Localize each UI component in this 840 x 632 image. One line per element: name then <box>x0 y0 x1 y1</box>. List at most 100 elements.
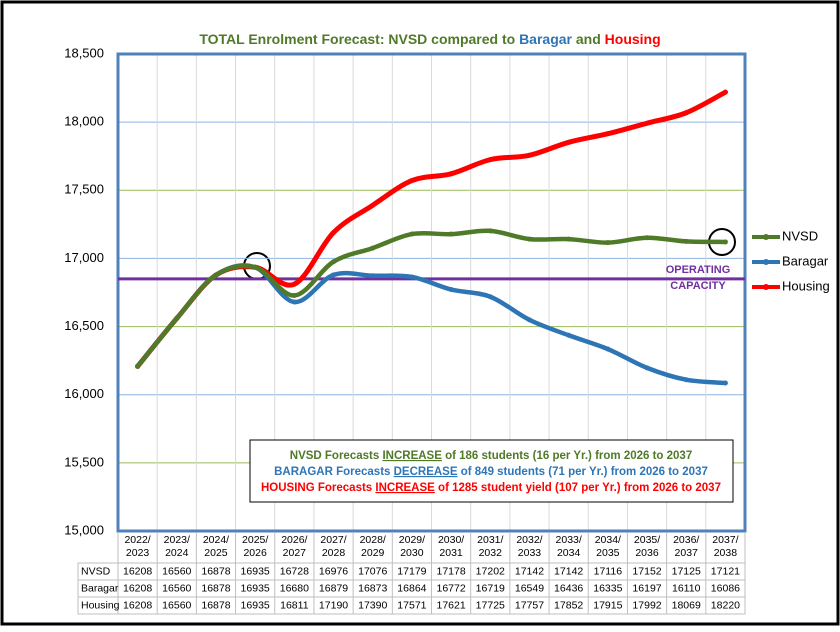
table-cell: 16873 <box>358 582 387 594</box>
x-tick-label: 2035/2036 <box>634 534 660 559</box>
data-point <box>213 272 219 278</box>
data-point <box>448 231 454 237</box>
table-cell: 17125 <box>672 565 701 577</box>
table-row-label: Baragar <box>81 582 119 594</box>
table-cell: 16436 <box>554 582 583 594</box>
y-tick-label: 15,500 <box>64 454 104 469</box>
table-cell: 17915 <box>593 599 622 611</box>
data-point <box>566 139 572 145</box>
plot-border <box>116 52 747 533</box>
note-part: INCREASE <box>375 482 435 494</box>
x-tick-line: 2025 <box>204 547 228 559</box>
x-tick-line: 2037 <box>675 547 699 559</box>
note-part: of 186 students (16 per Yr.) from 2026 t… <box>442 450 692 462</box>
x-tick-line: 2023 <box>126 547 150 559</box>
series-line <box>135 228 728 369</box>
table-cell: 16560 <box>162 565 191 577</box>
table-cell: 17202 <box>476 565 505 577</box>
chart-title: TOTAL Enrolment Forecast: NVSD compared … <box>199 31 660 47</box>
note-line: BARAGAR Forecasts DECREASE of 849 studen… <box>274 466 708 478</box>
legend-marker <box>763 284 769 290</box>
x-tick-line: 2022/ <box>124 534 150 546</box>
data-point <box>448 171 454 177</box>
data-point <box>526 236 532 242</box>
x-tick-label: 2024/2025 <box>203 534 229 559</box>
x-tick-line: 2035 <box>596 547 620 559</box>
x-tick-label: 2032/2033 <box>516 534 542 559</box>
table-cell: 17121 <box>711 565 740 577</box>
data-point <box>252 264 258 270</box>
data-point <box>683 377 689 383</box>
data-point <box>487 228 493 234</box>
legend-marker <box>763 234 769 240</box>
x-tick-line: 2031 <box>439 547 463 559</box>
data-point <box>487 157 493 163</box>
data-point <box>722 239 728 245</box>
data-point <box>135 363 141 369</box>
data-point <box>370 245 376 251</box>
table-cell: 17571 <box>397 599 426 611</box>
note-part: of 849 students (71 per Yr.) from 2026 t… <box>458 466 708 478</box>
table-cell: 18220 <box>711 599 740 611</box>
x-tick-label: 2033/2034 <box>556 534 582 559</box>
x-tick-line: 2038 <box>714 547 738 559</box>
table-cell: 16935 <box>241 582 270 594</box>
table-cell: 16878 <box>201 565 230 577</box>
x-tick-label: 2031/2032 <box>477 534 503 559</box>
table-cell: 16772 <box>436 582 465 594</box>
table-cell: 17142 <box>554 565 583 577</box>
x-tick-line: 2032/ <box>516 534 542 546</box>
x-tick-line: 2026 <box>243 547 267 559</box>
table-cell: 16811 <box>280 599 309 611</box>
table-cell: 16335 <box>593 582 622 594</box>
legend-label: Baragar <box>782 253 829 268</box>
x-tick-line: 2028 <box>322 547 346 559</box>
data-point <box>409 231 415 237</box>
table-cell: 16864 <box>397 582 426 594</box>
x-tick-line: 2026/ <box>281 534 307 546</box>
table-row-label: NVSD <box>81 565 111 577</box>
table-cell: 16208 <box>123 582 152 594</box>
x-tick-label: 2025/2026 <box>242 534 268 559</box>
x-tick-line: 2029 <box>361 547 385 559</box>
note-part: NVSD Forecasts <box>290 450 383 462</box>
note-part: INCREASE <box>382 450 442 462</box>
table-cell: 17992 <box>632 599 661 611</box>
table-cell: 16086 <box>711 582 740 594</box>
table-cell: 16935 <box>241 599 270 611</box>
x-tick-line: 2027 <box>283 547 307 559</box>
x-tick-line: 2036/ <box>673 534 699 546</box>
data-point <box>683 238 689 244</box>
x-tick-line: 2031/ <box>477 534 503 546</box>
data-point <box>370 202 376 208</box>
notes-box <box>249 439 734 503</box>
table-cell: 16680 <box>280 582 309 594</box>
legend-marker <box>763 259 769 265</box>
y-tick-label: 17,500 <box>64 182 104 197</box>
data-point <box>409 274 415 280</box>
table-cell: 17852 <box>554 599 583 611</box>
x-tick-line: 2034/ <box>595 534 621 546</box>
x-tick-line: 2028/ <box>360 534 386 546</box>
capacity-label: OPERATING <box>666 264 731 276</box>
x-tick-line: 2036 <box>635 547 659 559</box>
table-cell: 16878 <box>201 599 230 611</box>
data-point <box>370 273 376 279</box>
x-tick-line: 2029/ <box>399 534 425 546</box>
table-cell: 17142 <box>515 565 544 577</box>
x-tick-label: 2023/2024 <box>164 534 190 559</box>
data-point <box>644 235 650 241</box>
data-point <box>526 152 532 158</box>
table-cell: 18069 <box>672 599 701 611</box>
x-tick-label: 2022/2023 <box>124 534 150 559</box>
data-point <box>566 332 572 338</box>
table-cell: 16879 <box>319 582 348 594</box>
note-line: NVSD Forecasts INCREASE of 186 students … <box>290 450 692 462</box>
title-part: TOTAL Enrolment Forecast: NVSD compared … <box>199 31 519 47</box>
data-point <box>722 380 728 386</box>
table-cell: 17116 <box>594 565 623 577</box>
table-cell: 17076 <box>358 565 387 577</box>
x-tick-label: 2037/2038 <box>712 534 738 559</box>
x-tick-label: 2026/2027 <box>281 534 307 559</box>
